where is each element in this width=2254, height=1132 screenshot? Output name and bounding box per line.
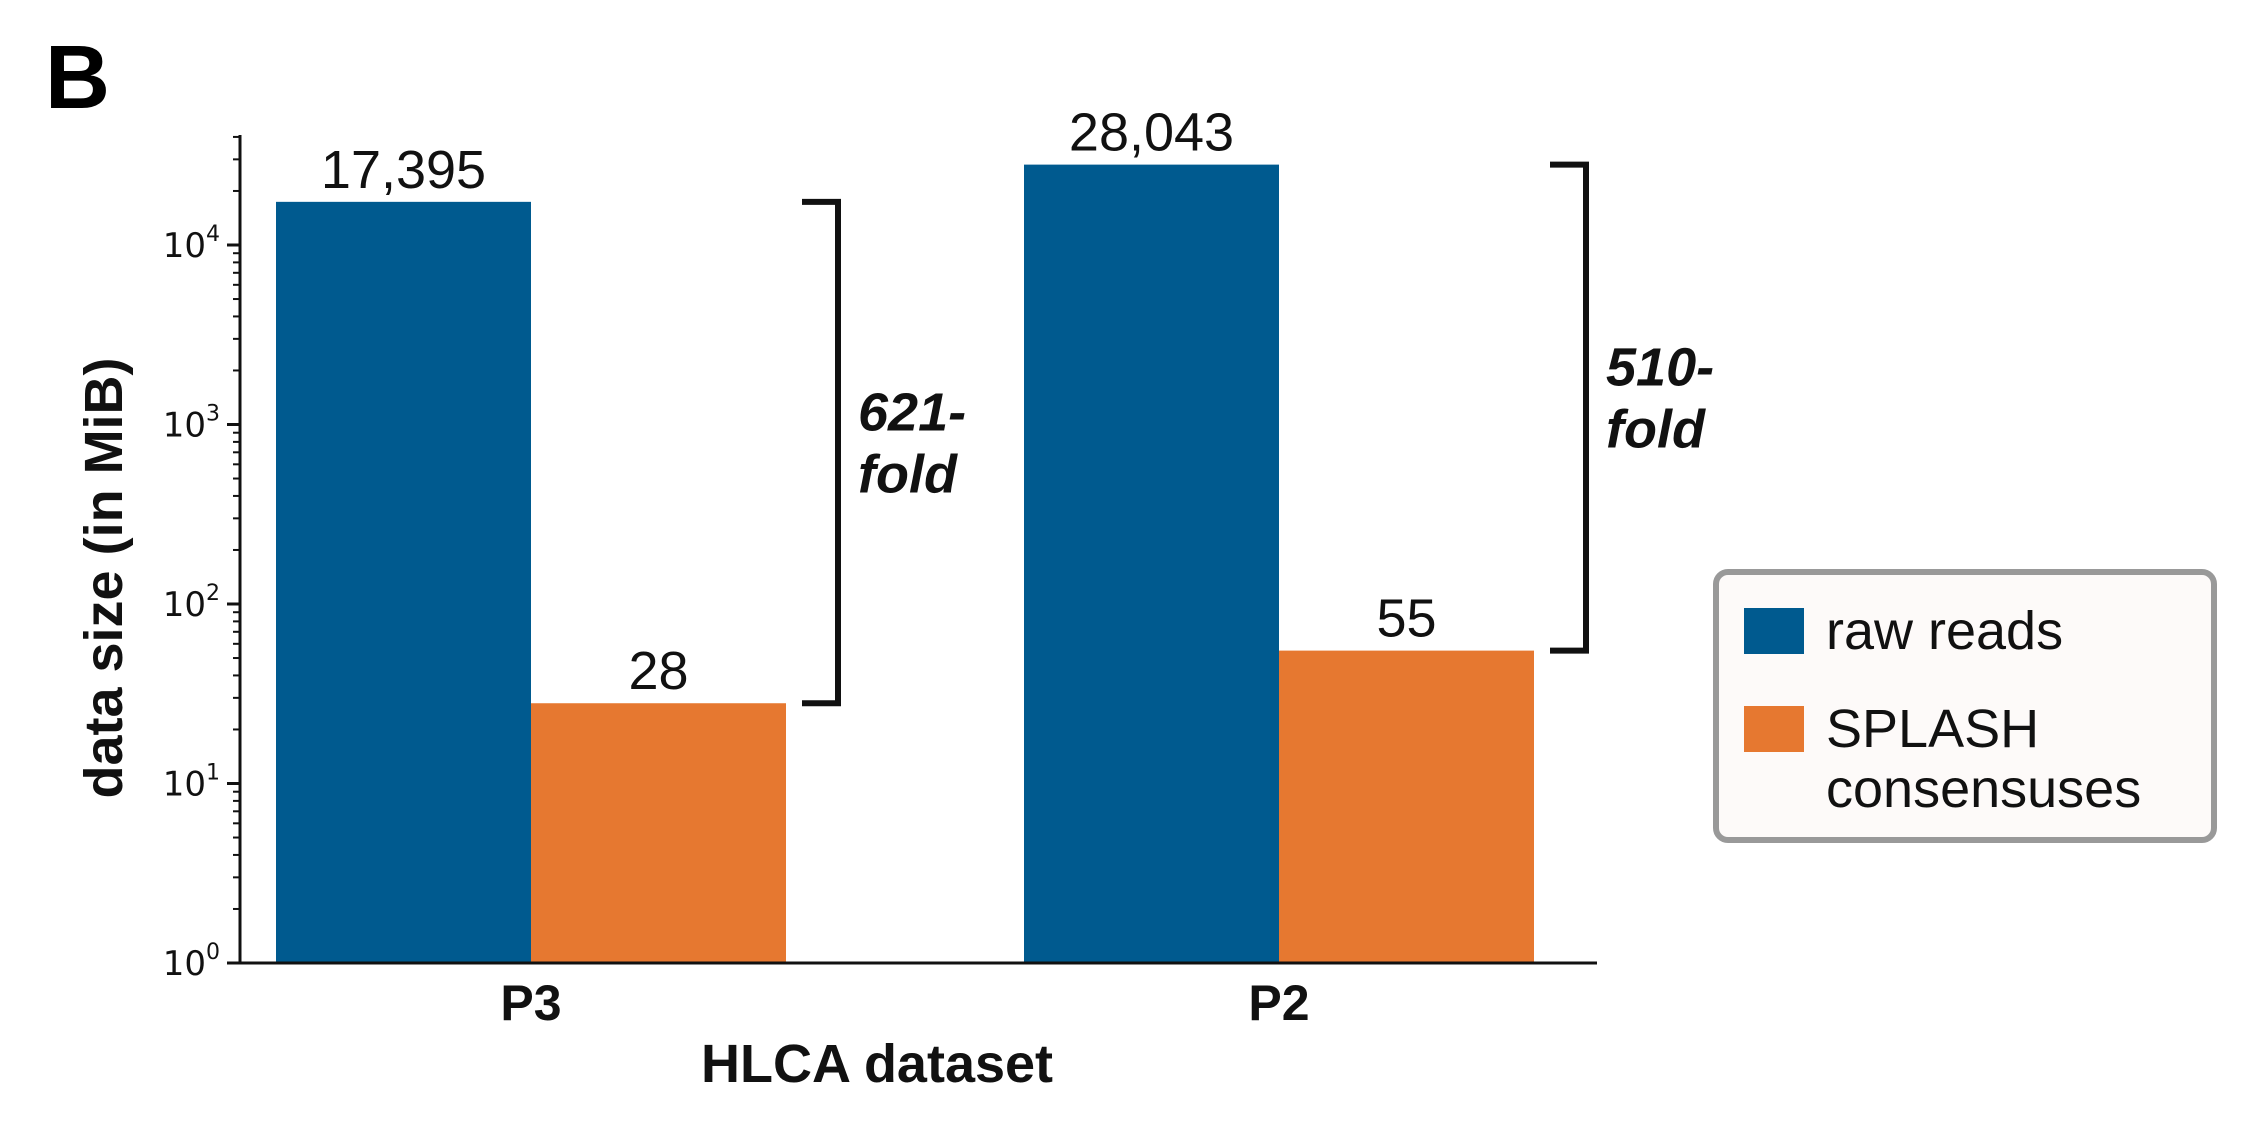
legend-label-splash-consensuses: SPLASH <box>1826 699 2039 759</box>
fold-bracket-p3 <box>802 198 841 707</box>
bar-splash-consensuses-p2 <box>1279 650 1534 963</box>
fold-bracket-p2 <box>1550 161 1589 654</box>
y-tick-label: 102 <box>163 581 220 625</box>
value-label-splash-consensuses-p3: 28 <box>628 641 688 701</box>
fold-label-line2: fold <box>1606 400 1706 460</box>
plot-area: 100 101 102 103 104 P3 P2 17,395 28 28,043 55 62… <box>163 103 1714 1031</box>
fold-label-line1: 621- <box>858 383 966 443</box>
y-tick-label: 103 <box>163 402 220 446</box>
fold-label-line2: fold <box>858 445 958 505</box>
panel-letter: B <box>45 28 110 128</box>
bars <box>276 164 1534 964</box>
value-label-raw-reads-p3: 17,395 <box>321 140 486 200</box>
bar-raw-reads-p2 <box>1024 164 1279 964</box>
legend-label-raw-reads: raw reads <box>1826 601 2063 661</box>
legend-box <box>1713 569 2217 843</box>
value-label-raw-reads-p2: 28,043 <box>1069 103 1234 163</box>
bar-raw-reads-p3 <box>276 201 531 963</box>
value-label-splash-consensuses-p2: 55 <box>1376 589 1436 649</box>
y-ticks: 100 101 102 103 104 <box>163 135 240 984</box>
x-tick-label-p2: P2 <box>1248 975 1309 1031</box>
y-tick-label: 101 <box>163 761 220 805</box>
fold-label-line1: 510- <box>1606 338 1714 398</box>
bar-splash-consensuses-p3 <box>531 703 786 963</box>
y-axis-title: data size (in MiB) <box>74 357 134 798</box>
x-axis-title: HLCA dataset <box>701 1034 1053 1094</box>
value-labels: 17,395 28 28,043 55 <box>321 103 1437 702</box>
legend-swatch-splash-consensuses <box>1744 706 1804 752</box>
y-tick-label: 104 <box>163 222 220 266</box>
legend-label-splash-consensuses: consensuses <box>1826 759 2141 819</box>
legend-swatch-raw-reads <box>1744 608 1804 654</box>
x-tick-label-p3: P3 <box>500 975 561 1031</box>
y-tick-label: 100 <box>163 940 220 984</box>
x-tick-labels: P3 P2 <box>500 975 1309 1031</box>
